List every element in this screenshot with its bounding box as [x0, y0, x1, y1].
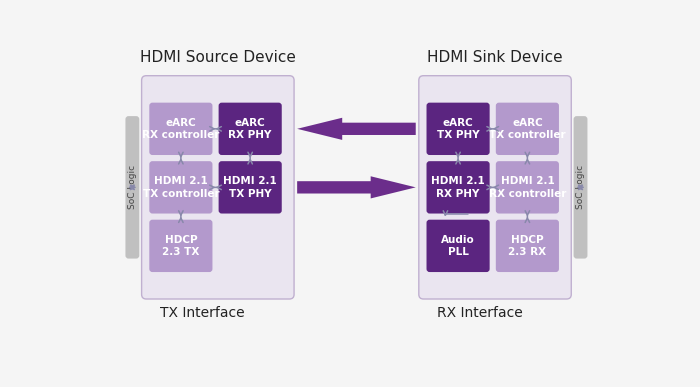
Text: eARC
RX PHY: eARC RX PHY: [228, 118, 272, 140]
FancyBboxPatch shape: [218, 161, 281, 214]
FancyBboxPatch shape: [496, 220, 559, 272]
FancyBboxPatch shape: [426, 103, 490, 155]
FancyBboxPatch shape: [125, 116, 139, 259]
FancyBboxPatch shape: [426, 220, 490, 272]
FancyBboxPatch shape: [218, 103, 281, 155]
FancyBboxPatch shape: [496, 103, 559, 155]
Text: HDCP
2.3 RX: HDCP 2.3 RX: [508, 235, 547, 257]
FancyBboxPatch shape: [141, 76, 294, 299]
Text: eARC
TX PHY: eARC TX PHY: [437, 118, 480, 140]
Text: SoC Logic: SoC Logic: [576, 165, 585, 209]
Text: HDCP
2.3 TX: HDCP 2.3 TX: [162, 235, 199, 257]
Text: HDMI 2.1
TX PHY: HDMI 2.1 TX PHY: [223, 176, 277, 199]
Text: TX Interface: TX Interface: [160, 306, 245, 320]
FancyArrow shape: [297, 176, 416, 199]
FancyBboxPatch shape: [573, 116, 587, 259]
FancyBboxPatch shape: [149, 103, 213, 155]
Text: HDMI 2.1
TX controller: HDMI 2.1 TX controller: [143, 176, 219, 199]
FancyArrow shape: [297, 118, 416, 140]
Text: eARC
TX controller: eARC TX controller: [489, 118, 566, 140]
Text: HDMI Source Device: HDMI Source Device: [140, 50, 296, 65]
Text: SoC Logic: SoC Logic: [128, 165, 137, 209]
Text: HDMI Sink Device: HDMI Sink Device: [427, 50, 563, 65]
Text: Audio
PLL: Audio PLL: [441, 235, 475, 257]
Text: RX Interface: RX Interface: [437, 306, 522, 320]
Text: HDMI 2.1
RX controller: HDMI 2.1 RX controller: [489, 176, 566, 199]
FancyBboxPatch shape: [496, 161, 559, 214]
FancyBboxPatch shape: [419, 76, 571, 299]
Text: HDMI 2.1
RX PHY: HDMI 2.1 RX PHY: [431, 176, 485, 199]
FancyBboxPatch shape: [426, 161, 490, 214]
Text: eARC
RX controller: eARC RX controller: [142, 118, 220, 140]
FancyBboxPatch shape: [149, 220, 213, 272]
FancyBboxPatch shape: [149, 161, 213, 214]
